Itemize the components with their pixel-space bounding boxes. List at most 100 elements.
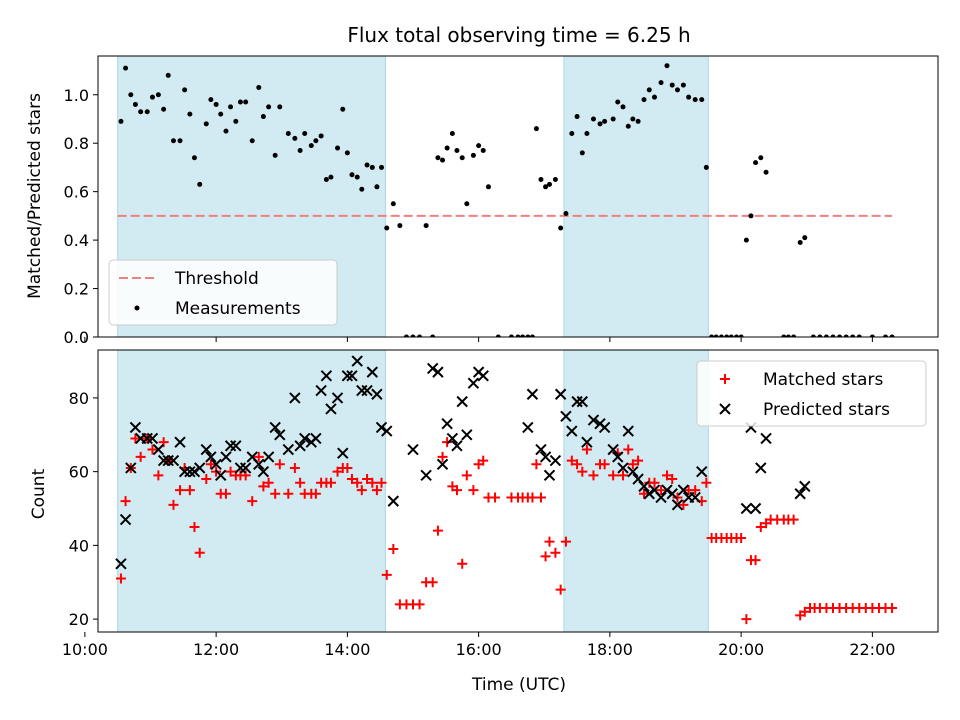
matched-stars-point xyxy=(194,547,205,558)
x-tick-label: 14:00 xyxy=(324,640,370,659)
measurement-point xyxy=(423,223,429,229)
measurement-point xyxy=(161,106,167,112)
measurement-point xyxy=(454,147,460,153)
measurement-point xyxy=(508,334,514,337)
predicted-stars-point xyxy=(461,429,473,441)
predicted-stars-point xyxy=(220,451,232,463)
predicted-stars-point xyxy=(666,488,678,500)
matched-stars-point xyxy=(175,485,186,496)
matched-stars-point xyxy=(220,488,231,499)
matched-stars-point xyxy=(588,470,599,481)
measurement-point xyxy=(485,184,491,190)
predicted-stars-point xyxy=(617,462,629,474)
matched-stars-point xyxy=(887,603,898,614)
y-tick-label: 60 xyxy=(69,463,89,482)
measurement-point xyxy=(889,334,895,337)
measurement-point xyxy=(610,116,616,122)
predicted-stars-point xyxy=(581,436,593,448)
predicted-stars-point xyxy=(539,451,552,463)
measurement-point xyxy=(449,131,455,137)
measurement-point xyxy=(328,174,334,180)
matched-stars-point xyxy=(346,474,357,485)
predicted-stars-point xyxy=(526,388,539,400)
predicted-stars-point xyxy=(446,432,459,445)
measurement-point xyxy=(464,201,470,207)
matched-stars-point xyxy=(649,477,660,488)
predicted-stars-point xyxy=(755,462,767,474)
measurement-point xyxy=(359,186,365,192)
measurement-point xyxy=(763,169,769,175)
matched-stars-point xyxy=(618,470,628,481)
measurement-point xyxy=(529,334,535,337)
predicted-stars-point xyxy=(157,454,170,467)
predicted-stars-point xyxy=(441,418,453,430)
measurement-point xyxy=(182,87,188,93)
measurement-point xyxy=(709,334,715,337)
predicted-stars-point xyxy=(210,458,222,470)
matched-stars-point xyxy=(270,488,281,499)
matched-stars-point xyxy=(566,455,577,466)
measurement-point xyxy=(203,121,209,127)
matched-stars-point xyxy=(332,466,343,477)
matched-stars-point xyxy=(258,481,269,492)
top-chart-title: Flux total observing time = 6.25 h xyxy=(347,23,690,47)
measurement-point xyxy=(138,109,144,115)
measurement-point xyxy=(292,135,298,141)
matched-stars-point xyxy=(656,485,667,496)
matched-stars-point xyxy=(153,470,164,481)
legend-entry-label: Predicted stars xyxy=(763,400,890,420)
legend-predicted-swatch xyxy=(719,403,731,415)
measurement-point xyxy=(256,84,262,90)
predicted-stars-point xyxy=(612,451,624,463)
matched-stars-point xyxy=(225,466,236,477)
matched-stars-point xyxy=(690,485,701,496)
measurement-point xyxy=(525,334,531,337)
matched-stars-point xyxy=(274,459,285,470)
measurement-point xyxy=(652,94,657,100)
x-tick-label: 20:00 xyxy=(718,640,764,659)
measurement-point xyxy=(243,99,249,105)
measurement-point xyxy=(615,99,621,105)
plot-area xyxy=(117,56,895,337)
measurement-point xyxy=(520,334,526,337)
measurement-point xyxy=(123,65,129,71)
measurement-point xyxy=(266,104,272,110)
measurement-point xyxy=(249,138,255,144)
legend-matched-swatch xyxy=(720,374,730,384)
measurement-point xyxy=(664,63,670,69)
predicted-stars-point xyxy=(315,384,327,397)
y-tick-label: 0.6 xyxy=(64,183,89,202)
y-tick-label: 0.8 xyxy=(64,134,89,153)
measurement-point xyxy=(340,106,346,112)
y-tick-label: 0.0 xyxy=(64,328,89,347)
predicted-stars-point xyxy=(167,454,180,467)
matched-stars-point xyxy=(661,470,672,481)
predicted-stars-point xyxy=(535,443,547,456)
predicted-stars-point xyxy=(477,370,489,382)
predicted-stars-point xyxy=(361,384,373,397)
measurement-point xyxy=(574,114,580,120)
measurement-point xyxy=(635,118,641,124)
matched-stars-point xyxy=(147,444,158,455)
predicted-stars-point xyxy=(543,469,556,482)
matched-stars-point xyxy=(633,455,644,466)
matched-stars-point xyxy=(442,437,453,448)
measurement-point xyxy=(149,94,155,100)
measurement-point xyxy=(430,334,436,337)
measurement-point xyxy=(364,162,370,168)
matched-stars-point xyxy=(451,485,462,496)
measurement-point xyxy=(547,181,552,187)
predicted-stars-point xyxy=(325,403,337,415)
matched-stars-point xyxy=(461,470,472,481)
predicted-stars-point xyxy=(257,465,270,478)
top-y-axis-label: Matched/Predicted stars xyxy=(25,93,45,299)
measurement-point xyxy=(843,334,849,337)
measurement-point xyxy=(646,87,652,93)
measurement-point xyxy=(308,143,314,149)
matched-stars-point xyxy=(755,521,766,532)
matched-stars-point xyxy=(135,451,146,462)
measurement-point xyxy=(410,334,416,337)
predicted-stars-point xyxy=(119,513,132,526)
predicted-stars-point xyxy=(607,443,619,456)
